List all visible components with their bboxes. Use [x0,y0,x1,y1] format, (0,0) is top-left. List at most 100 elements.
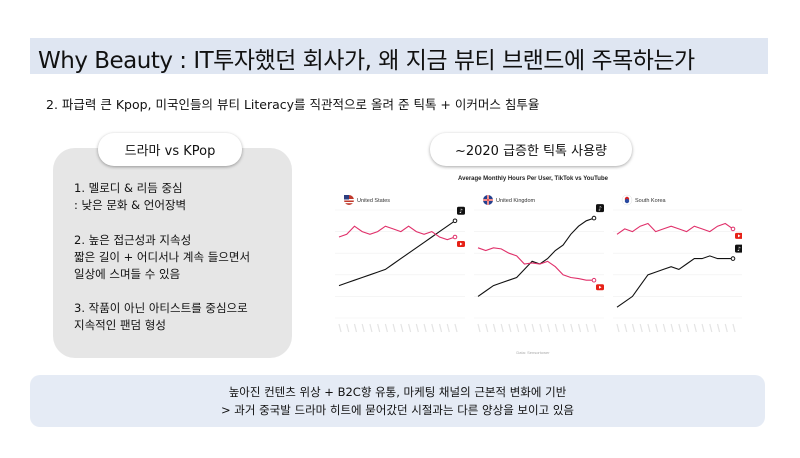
conclusion-bar: 높아진 컨텐츠 위상 + B2C향 유통, 마케팅 채널의 근본적 변화에 기반… [30,375,765,427]
x-tick-mark [423,323,427,333]
x-tick-mark [353,323,358,333]
x-tick-mark [392,323,396,333]
x-tick-mark [624,323,628,333]
series-line-tiktok [477,217,595,297]
x-tick-mark [516,323,520,333]
x-tick-mark [709,323,713,333]
x-tick-mark [539,323,543,333]
x-tick-mark [454,323,458,333]
x-tick-mark [431,323,435,333]
series-end-point [730,226,736,232]
x-tick-mark [655,323,659,333]
point-2: 2. 높은 접근성과 지속성 짧은 길이 + 어디서나 계속 들으면서 일상에 … [74,232,250,283]
series-line-tiktok [616,255,733,308]
x-tick-mark [670,323,674,333]
kr-flag [621,194,633,206]
point-3: 3. 작품이 아닌 아티스트를 중심으로 지속적인 팬덤 형성 [74,300,248,334]
x-tick-mark [477,323,481,333]
x-tick-mark [531,323,535,333]
x-tick-mark [554,323,558,333]
x-tick-mark [616,323,620,333]
x-tick-mark [631,323,636,333]
x-tick-mark [338,323,342,333]
tiktok-glyph: ♪ [598,205,602,212]
x-tick-mark [446,323,450,333]
x-tick-mark [639,323,643,333]
youtube-play-glyph [738,234,741,238]
slide-subtitle: 2. 파급력 큰 Kpop, 미국인들의 뷰티 Literacy를 직관적으로 … [46,97,540,112]
flag-stripe [344,202,354,204]
chart-panels: United States♪United Kingdom♪South Korea… [335,194,743,333]
point-1-detail: : 낮은 문화 & 언어장벽 [74,198,187,212]
series-end-point [591,215,597,221]
series-end-point [452,218,458,224]
chart-panel-label: United Kingdom [496,198,536,204]
chart-image: Average Monthly Hours Per User, TikTok v… [325,170,743,358]
series-line-youtube [477,247,594,281]
x-tick-mark [485,323,489,333]
tiktok-glyph: ♪ [459,208,463,215]
tiktok-icon [457,206,465,215]
conclusion-line-2: > 과거 중국발 드라마 히트에 묻어갔던 시절과는 다른 양상을 보이고 있음 [220,403,574,417]
chart-title: Average Monthly Hours Per User, TikTok v… [458,176,609,182]
chart-panel-2: United Kingdom ♪ [474,195,604,333]
x-tick-mark [562,323,566,333]
chart-panel-label: South Korea [635,198,667,204]
chart-panel-1: United States ♪ [335,195,465,333]
series-line-youtube [338,225,456,241]
x-tick-mark [693,323,697,333]
youtube-play-glyph [460,242,463,246]
flag-taeguk [624,198,630,204]
x-tick-mark [570,323,574,333]
chart-panel-label: United States [357,198,390,204]
x-tick-mark [408,323,412,333]
x-tick-mark [492,323,497,333]
x-tick-mark [346,323,350,333]
x-tick-mark [585,323,589,333]
point-2-detail-2: 일상에 스며들 수 있음 [74,267,181,281]
point-3-detail: 지속적인 팬덤 형성 [74,318,166,332]
x-tick-mark [438,323,443,333]
series-end-point [730,256,736,261]
x-tick-mark [647,323,651,333]
point-1: 1. 멜로디 & 리듬 중심 : 낮은 문화 & 언어장벽 [74,180,186,214]
flag-cross-red [487,195,489,205]
conclusion-line-1: 높아진 컨텐츠 위상 + B2C향 유통, 마케팅 채널의 근본적 변화에 기반 [228,385,567,399]
point-3-title: 3. 작품이 아닌 아티스트를 중심으로 [74,301,248,315]
uk-flag [483,195,493,205]
tiktok-icon [596,204,604,213]
x-tick-mark [547,323,551,333]
chart-footer: Data: Sensortower [516,350,550,355]
chart-svg: Average Monthly Hours Per User, TikTok v… [335,176,743,355]
youtube-play-glyph [599,285,602,289]
x-tick-mark [701,323,705,333]
x-tick-mark [732,323,736,333]
x-tick-mark [508,323,512,333]
series-line-youtube [616,222,734,235]
x-tick-mark [686,323,690,333]
x-tick-mark [415,323,419,333]
x-tick-mark [523,323,527,333]
x-tick-mark [662,323,666,333]
right-card-heading: ~2020 급증한 틱톡 사용량 [430,133,632,166]
point-2-detail: 짧은 길이 + 어디서나 계속 들으면서 [74,250,251,264]
x-tick-mark [361,323,365,333]
left-card-heading: 드라마 vs KPop [98,133,242,166]
flag-stripe [344,199,354,201]
x-tick-mark [577,323,582,333]
point-1-title: 1. 멜로디 & 리듬 중심 [74,181,183,195]
x-tick-mark [716,323,721,333]
x-tick-mark [724,323,728,333]
point-2-title: 2. 높은 접근성과 지속성 [74,233,192,247]
left-card [53,148,292,358]
series-end-point [591,277,597,283]
series-end-point [452,234,458,240]
x-tick-mark [678,323,682,333]
us-flag [344,195,354,205]
x-tick-mark [500,323,504,333]
x-tick-mark [593,323,597,333]
chart-panel-3: South Korea ♪ [613,194,743,333]
tiktok-glyph: ♪ [737,246,741,253]
x-tick-mark [377,323,381,333]
x-tick-mark [384,323,388,333]
